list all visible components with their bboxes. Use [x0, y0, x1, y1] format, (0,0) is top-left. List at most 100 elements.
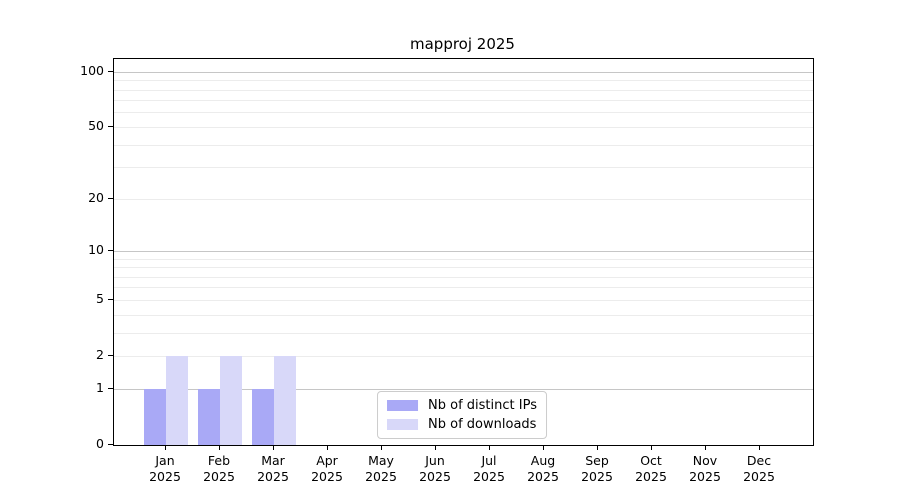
x-tick-label: Mar 2025	[233, 453, 313, 485]
gridline-major	[114, 388, 813, 390]
x-tick-mark	[435, 445, 436, 450]
gridline-minor	[114, 258, 813, 260]
gridline-minor	[114, 167, 813, 169]
bar-nb-of-downloads-jan	[166, 356, 188, 445]
y-tick-label: 20	[88, 190, 104, 206]
y-tick-mark	[108, 198, 113, 200]
y-tick-label: 10	[88, 242, 104, 258]
gridline-minor	[114, 355, 813, 357]
x-tick-mark	[327, 445, 328, 450]
x-tick-year: 2025	[635, 469, 667, 484]
x-tick-mark	[219, 445, 220, 450]
gridline-minor	[114, 267, 813, 269]
gridline-minor	[114, 100, 813, 102]
x-tick-label: Jan 2025	[125, 453, 205, 485]
y-tick-mark	[108, 355, 113, 357]
x-tick-month: Jan	[155, 453, 175, 468]
gridline-minor	[114, 332, 813, 334]
x-tick-month: Nov	[692, 453, 718, 468]
x-tick-month: Jul	[481, 453, 497, 468]
x-tick-label: May 2025	[341, 453, 421, 485]
bar-nb-of-distinct-ips-jan	[144, 389, 166, 445]
gridline-minor	[114, 126, 813, 128]
y-tick-mark	[108, 388, 113, 390]
gridline-minor	[114, 287, 813, 289]
x-tick-year: 2025	[473, 469, 505, 484]
x-tick-label: Nov 2025	[665, 453, 745, 485]
gridline-minor	[114, 144, 813, 146]
x-tick-month: Feb	[207, 453, 231, 468]
x-tick-label: Oct 2025	[611, 453, 691, 485]
gridline-minor	[114, 198, 813, 200]
x-tick-month: May	[368, 453, 394, 468]
bar-nb-of-downloads-mar	[274, 356, 296, 445]
y-tick-mark	[108, 444, 113, 445]
legend-label: Nb of downloads	[428, 417, 537, 432]
gridline-minor	[114, 80, 813, 82]
bar-nb-of-downloads-feb	[220, 356, 242, 445]
x-tick-label: Feb 2025	[179, 453, 259, 485]
x-tick-year: 2025	[419, 469, 451, 484]
x-tick-mark	[273, 445, 274, 450]
y-tick-label: 0	[96, 436, 104, 451]
gridline-minor	[114, 89, 813, 91]
x-tick-mark	[489, 445, 490, 450]
x-tick-mark	[543, 445, 544, 450]
y-tick-label: 2	[96, 347, 104, 363]
gridline-minor	[114, 112, 813, 114]
x-tick-year: 2025	[311, 469, 343, 484]
x-tick-mark	[165, 445, 166, 450]
x-tick-year: 2025	[743, 469, 775, 484]
x-tick-label: Jun 2025	[395, 453, 475, 485]
x-tick-year: 2025	[257, 469, 289, 484]
x-tick-month: Aug	[530, 453, 556, 468]
plot-area	[113, 58, 814, 446]
y-tick-mark	[108, 71, 113, 73]
x-tick-label: Apr 2025	[287, 453, 367, 485]
gridline-minor	[114, 276, 813, 278]
x-tick-label: Jul 2025	[449, 453, 529, 485]
y-tick-mark	[108, 299, 113, 301]
y-tick-label: 1	[96, 380, 104, 396]
y-tick-label: 5	[96, 291, 104, 307]
legend-label: Nb of distinct IPs	[428, 398, 537, 413]
x-tick-label: Sep 2025	[557, 453, 637, 485]
x-tick-label: Aug 2025	[503, 453, 583, 485]
x-tick-mark	[705, 445, 706, 450]
x-tick-month: Jun	[425, 453, 445, 468]
x-tick-month: Mar	[261, 453, 285, 468]
x-tick-label: Dec 2025	[719, 453, 799, 485]
legend-row: Nb of distinct IPs	[387, 398, 537, 413]
y-tick-label: 50	[88, 118, 104, 134]
legend: Nb of distinct IPs Nb of downloads	[377, 391, 547, 439]
x-tick-mark	[381, 445, 382, 450]
x-tick-mark	[651, 445, 652, 450]
gridline-minor	[114, 314, 813, 316]
x-tick-mark	[759, 445, 760, 450]
gridline-major	[114, 71, 813, 73]
bar-nb-of-distinct-ips-mar	[252, 389, 274, 445]
legend-swatch	[387, 400, 419, 411]
x-tick-mark	[597, 445, 598, 450]
x-tick-year: 2025	[203, 469, 235, 484]
x-tick-month: Sep	[585, 453, 609, 468]
y-tick-label: 100	[80, 63, 104, 79]
x-tick-year: 2025	[149, 469, 181, 484]
y-tick-mark	[108, 250, 113, 252]
x-tick-month: Apr	[316, 453, 338, 468]
bar-nb-of-distinct-ips-feb	[198, 389, 220, 445]
x-tick-year: 2025	[365, 469, 397, 484]
gridline-minor	[114, 299, 813, 301]
y-tick-mark	[108, 126, 113, 128]
legend-swatch	[387, 419, 419, 430]
chart-title: mapproj 2025	[410, 35, 515, 53]
x-tick-month: Oct	[640, 453, 662, 468]
x-tick-month: Dec	[746, 453, 772, 468]
x-tick-year: 2025	[581, 469, 613, 484]
x-tick-year: 2025	[689, 469, 721, 484]
x-tick-year: 2025	[527, 469, 559, 484]
gridline-major	[114, 250, 813, 252]
legend-row: Nb of downloads	[387, 417, 537, 432]
legend-items: Nb of distinct IPs Nb of downloads	[387, 398, 537, 432]
